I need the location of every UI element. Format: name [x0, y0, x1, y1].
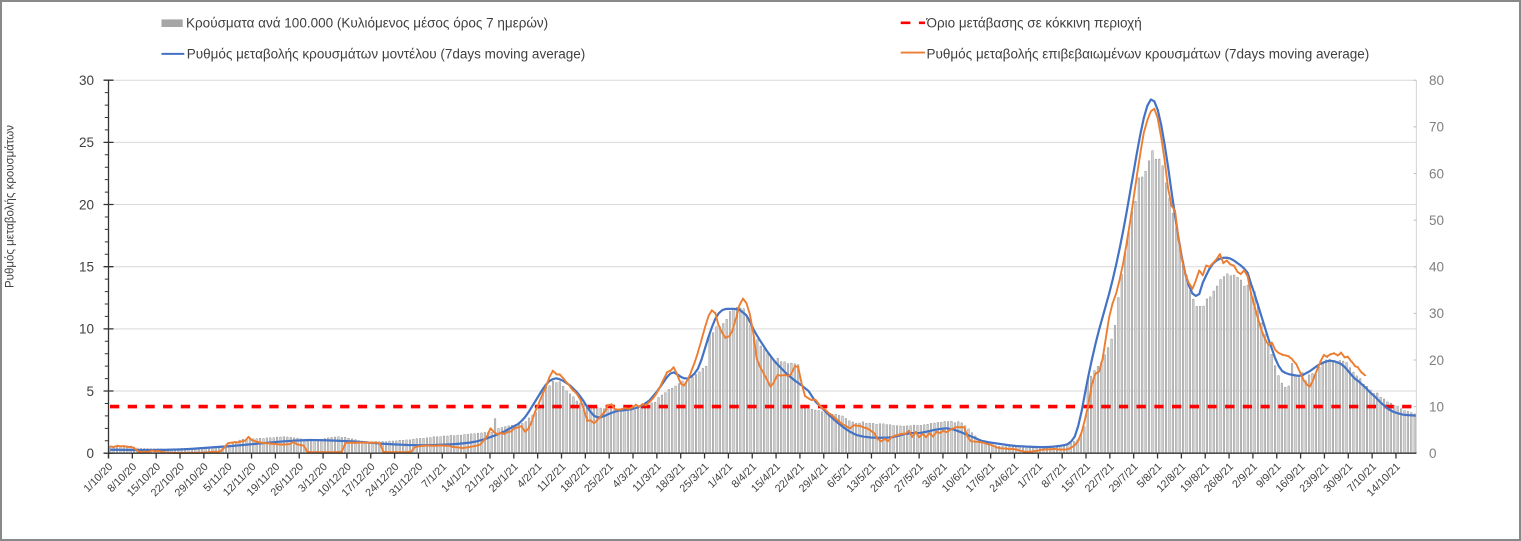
- svg-text:5: 5: [86, 384, 94, 399]
- svg-text:10: 10: [79, 322, 94, 337]
- svg-text:10: 10: [1429, 399, 1444, 414]
- svg-text:0: 0: [86, 446, 94, 461]
- svg-text:0: 0: [1429, 446, 1437, 461]
- svg-text:50: 50: [1429, 213, 1444, 228]
- svg-text:20: 20: [1429, 353, 1444, 368]
- svg-text:Ρυθμός μεταβολής επιβεβαιωμένω: Ρυθμός μεταβολής επιβεβαιωμένων κρουσμάτ…: [927, 47, 1370, 62]
- svg-text:70: 70: [1429, 120, 1444, 135]
- svg-text:80: 80: [1429, 73, 1444, 88]
- svg-text:Όριο μετάβασης σε κόκκινη περ: Όριο μετάβασης σε κόκκινη περιοχή: [926, 15, 1142, 30]
- svg-text:60: 60: [1429, 166, 1444, 181]
- svg-text:Ρυθμός μεταβολής κρουσμάτων μο: Ρυθμός μεταβολής κρουσμάτων μοντέλου (7d…: [187, 47, 586, 62]
- svg-text:Ρυθμός μεταβολής κρουσμάτων: Ρυθμός μεταβολής κρουσμάτων: [5, 125, 17, 288]
- svg-text:25: 25: [79, 135, 94, 150]
- svg-text:30: 30: [79, 73, 94, 88]
- svg-text:40: 40: [1429, 260, 1444, 275]
- svg-text:30: 30: [1429, 306, 1444, 321]
- svg-text:Κρούσματα ανά 100.000 (Κυλιόμε: Κρούσματα ανά 100.000 (Κυλιόμενος μέσος …: [186, 15, 548, 30]
- svg-text:20: 20: [79, 197, 94, 212]
- svg-text:15: 15: [79, 260, 94, 275]
